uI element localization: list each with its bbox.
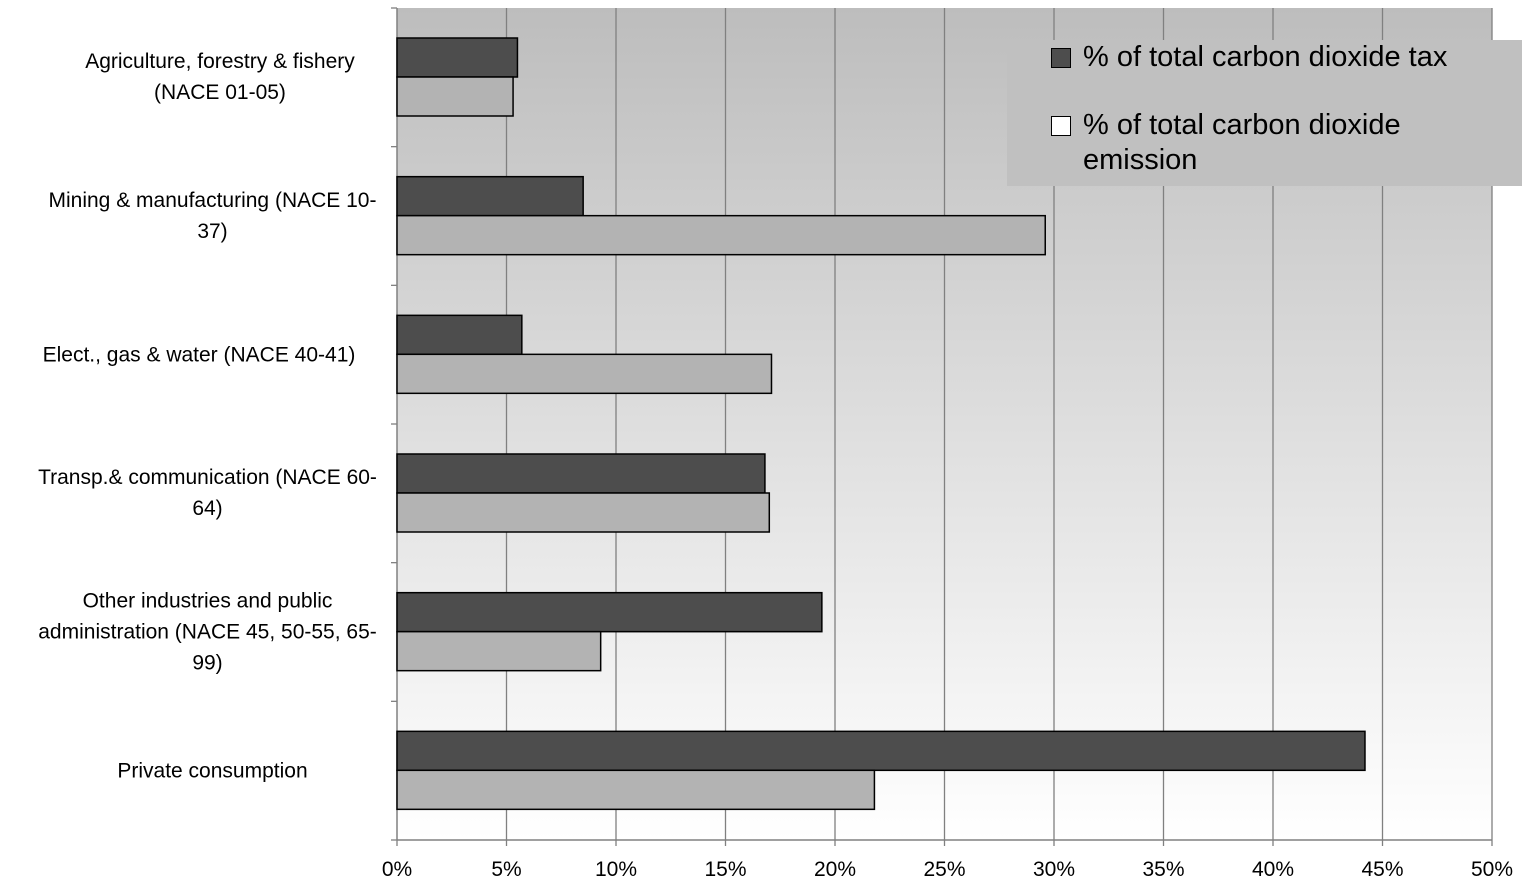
legend-swatch bbox=[1051, 48, 1071, 68]
x-tick-label: 45% bbox=[1361, 858, 1404, 881]
y-tick-label: Mining & manufacturing (NACE 10-37) bbox=[48, 189, 377, 243]
bar bbox=[396, 314, 523, 356]
y-tick-label: Private consumption bbox=[117, 759, 308, 783]
bar bbox=[396, 492, 771, 533]
y-tick-label: Transp.& communication (NACE 60-64) bbox=[38, 466, 377, 521]
x-tick-label: 50% bbox=[1470, 858, 1514, 881]
bar bbox=[396, 76, 514, 117]
y-tick-label: Agriculture, forestry & fishery (NACE 01… bbox=[85, 50, 355, 105]
bar bbox=[396, 630, 602, 672]
bar bbox=[396, 591, 823, 633]
x-tick-label: 30% bbox=[1032, 858, 1076, 881]
x-tick-label: 0% bbox=[381, 858, 413, 881]
legend-label: % of total carbon dioxide tax bbox=[1083, 41, 1448, 73]
legend-swatch bbox=[1051, 116, 1071, 136]
x-tick-label: 40% bbox=[1251, 858, 1295, 881]
bar bbox=[396, 214, 1046, 256]
x-tick-label: 5% bbox=[491, 858, 522, 881]
bar bbox=[396, 453, 766, 494]
x-tick-label: 20% bbox=[813, 858, 857, 881]
legend-item: % of total carbon dioxide emission bbox=[1051, 108, 1522, 178]
x-tick-label: 15% bbox=[704, 858, 747, 881]
legend-item: % of total carbon dioxide tax bbox=[1051, 40, 1522, 75]
legend: % of total carbon dioxide tax % of total … bbox=[1007, 40, 1522, 186]
x-tick-label: 25% bbox=[923, 858, 966, 881]
x-tick-label: 10% bbox=[594, 858, 638, 881]
legend-label: % of total carbon dioxide emission bbox=[1083, 109, 1401, 176]
y-tick-label: Elect., gas & water (NACE 40-41) bbox=[42, 343, 356, 367]
x-tick-label: 35% bbox=[1142, 858, 1185, 881]
bar bbox=[396, 175, 584, 217]
bar bbox=[396, 353, 773, 395]
bar bbox=[396, 37, 519, 78]
bar bbox=[396, 769, 876, 811]
bar bbox=[396, 730, 1366, 772]
y-tick-label: Other industries and public administrati… bbox=[38, 589, 377, 675]
